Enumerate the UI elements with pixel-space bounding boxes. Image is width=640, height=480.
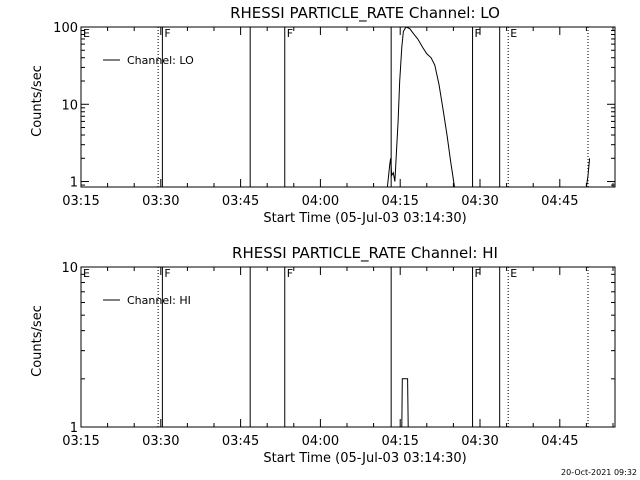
y-tick-label: 1 (70, 176, 78, 191)
x-tick-label: 03:15 (62, 434, 99, 449)
y-axis-title: Counts/sec (30, 65, 45, 137)
x-tick-label: 04:00 (302, 194, 339, 209)
event-marker-label: F (287, 27, 293, 40)
y-tick-label: 10 (61, 261, 78, 276)
y-tick-label: 1 (70, 421, 78, 436)
data-series-line (386, 26, 455, 188)
x-tick-label: 04:45 (541, 194, 578, 209)
event-marker-label: F (475, 27, 481, 40)
y-tick-label: 10 (61, 98, 78, 113)
event-marker-label: E (510, 267, 517, 280)
data-series-line (585, 158, 591, 188)
y-tick-label: 100 (53, 21, 78, 36)
x-tick-label: 04:45 (541, 434, 578, 449)
x-axis-title: Start Time (05-Jul-03 03:14:30) (263, 451, 466, 466)
data-series-line (397, 378, 411, 428)
event-marker-label: F (164, 267, 170, 280)
legend-label: Channel: LO (127, 54, 194, 67)
chart-title: RHESSI PARTICLE_RATE Channel: LO (230, 4, 500, 23)
legend-label: Channel: HI (127, 294, 191, 307)
event-marker-label: E (510, 27, 517, 40)
event-marker-label: F (164, 27, 170, 40)
x-tick-label: 03:45 (222, 194, 259, 209)
hi-channel-panel: RHESSI PARTICLE_RATE Channel: HI E F F F E 03:… (30, 244, 616, 466)
y-axis-title: Counts/sec (30, 305, 45, 377)
lo-channel-panel: RHESSI PARTICLE_RATE Channel: LO E F F F E 03:… (30, 4, 616, 226)
plot-frame (80, 266, 616, 428)
x-axis-title: Start Time (05-Jul-03 03:14:30) (263, 211, 466, 226)
x-tick-label: 04:30 (461, 194, 498, 209)
event-marker-label: F (475, 267, 481, 280)
plot-frame (80, 26, 616, 188)
x-tick-label: 03:30 (142, 434, 179, 449)
x-tick-label: 04:15 (381, 434, 418, 449)
event-marker-label: E (83, 267, 90, 280)
x-tick-label: 03:15 (62, 194, 99, 209)
x-tick-label: 04:30 (461, 434, 498, 449)
event-marker-label: E (83, 27, 90, 40)
x-tick-label: 03:45 (222, 434, 259, 449)
chart-title: RHESSI PARTICLE_RATE Channel: HI (232, 244, 498, 263)
event-marker-label: F (287, 267, 293, 280)
timestamp-label: 20-Oct-2021 09:32 (561, 468, 637, 477)
x-tick-label: 04:00 (302, 434, 339, 449)
x-tick-label: 03:30 (142, 194, 179, 209)
x-tick-label: 04:15 (381, 194, 418, 209)
